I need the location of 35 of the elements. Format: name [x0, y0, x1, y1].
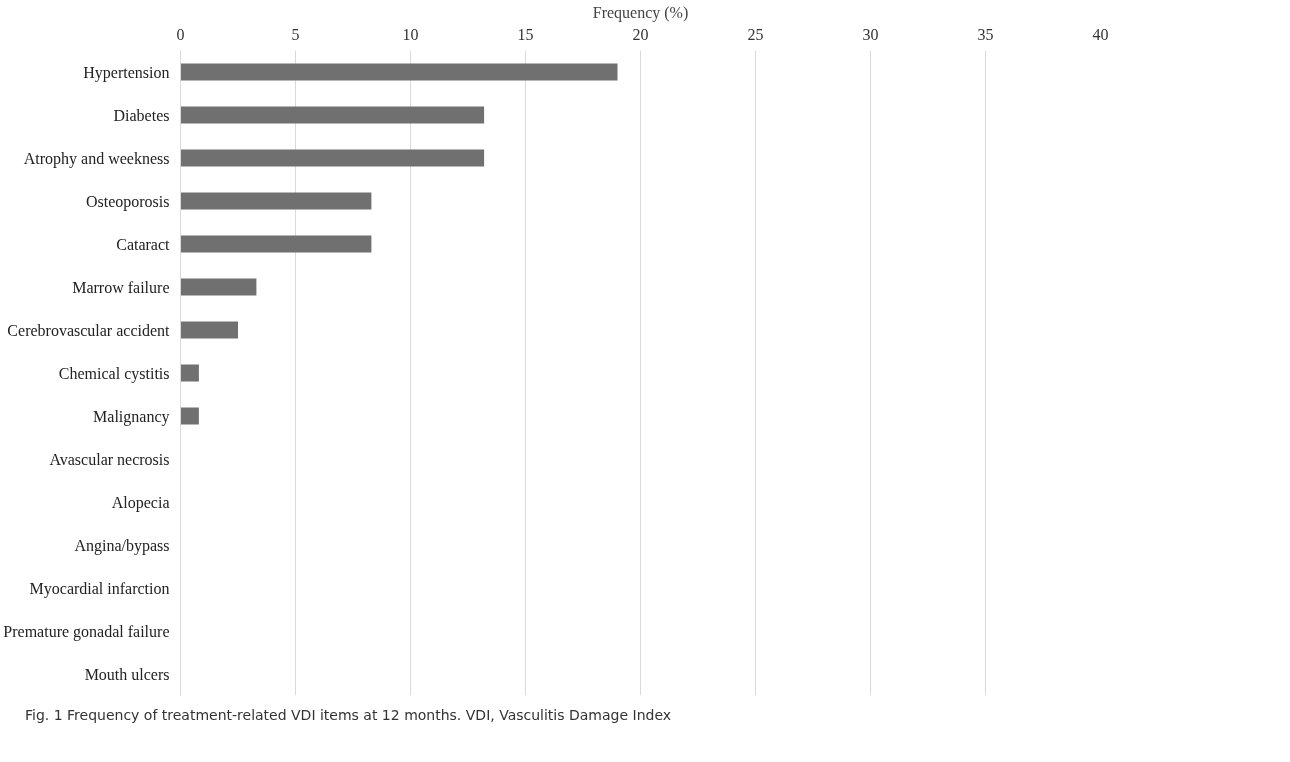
y-tick-label: Atrophy and weekness	[23, 149, 170, 168]
bar	[180, 364, 199, 382]
bar	[180, 192, 372, 210]
x-tick-label: 10	[402, 25, 419, 43]
y-tick-label: Cerebrovascular accident	[7, 321, 171, 339]
y-tick-label: Diabetes	[113, 106, 170, 124]
y-tick-label: Osteoporosis	[85, 192, 170, 211]
y-tick-label: Premature gonadal failure	[3, 622, 170, 641]
x-tick-label: 35	[977, 25, 994, 43]
y-tick-label: Mouth ulcers	[84, 665, 170, 683]
x-tick-label: 15	[517, 25, 534, 43]
bar	[180, 407, 199, 425]
x-tick-label: 5	[291, 25, 300, 43]
x-tick-label: 25	[747, 25, 764, 43]
caption: Fig. 1 Frequency of treatment-related VDI items at 12 months. VDI, Vasculitis Damage Index	[25, 706, 672, 725]
y-tick-label: Myocardial infarction	[29, 579, 170, 598]
y-tick-label: Cataract	[116, 235, 171, 253]
x-tick-label: 30	[862, 25, 879, 43]
bar	[180, 106, 485, 124]
y-tick-label: Avascular necrosis	[49, 450, 170, 468]
x-axis-title: Frequency (%)	[592, 3, 689, 22]
bar	[180, 63, 618, 81]
x-tick-label: 40	[1092, 25, 1109, 43]
y-tick-label: Chemical cystitis	[58, 364, 170, 383]
y-tick-label: Malignancy	[93, 407, 170, 426]
y-tick-label: Hypertension	[83, 63, 170, 82]
y-tick-label: Marrow failure	[72, 278, 170, 296]
bar	[180, 321, 238, 339]
bar	[180, 149, 485, 167]
bar	[180, 235, 372, 253]
x-tick-label: 0	[176, 25, 185, 43]
x-tick-label: 20	[632, 25, 649, 43]
bar	[180, 278, 257, 296]
y-tick-label: Alopecia	[111, 493, 170, 512]
y-tick-label: Angina/bypass	[74, 536, 170, 555]
